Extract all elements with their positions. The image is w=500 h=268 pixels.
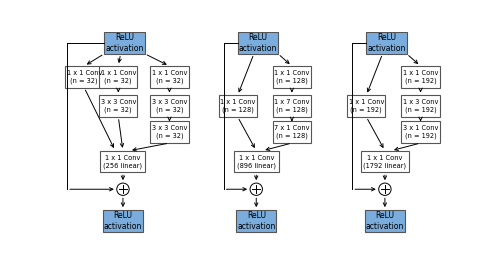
FancyBboxPatch shape bbox=[361, 151, 409, 172]
Text: 1 x 1 Conv
(n = 192): 1 x 1 Conv (n = 192) bbox=[403, 70, 438, 84]
FancyBboxPatch shape bbox=[402, 66, 440, 88]
FancyBboxPatch shape bbox=[150, 121, 188, 143]
FancyBboxPatch shape bbox=[100, 151, 146, 172]
FancyBboxPatch shape bbox=[104, 32, 144, 54]
Text: 3 x 1 Conv
(n = 192): 3 x 1 Conv (n = 192) bbox=[403, 125, 438, 139]
Text: ReLU
activation: ReLU activation bbox=[104, 211, 142, 231]
Text: 1 x 7 Conv
(n = 128): 1 x 7 Conv (n = 128) bbox=[274, 99, 310, 113]
Text: 1 x 1 Conv
(896 linear): 1 x 1 Conv (896 linear) bbox=[237, 155, 276, 169]
Text: ReLU
activation: ReLU activation bbox=[106, 33, 144, 53]
Text: ReLU
activation: ReLU activation bbox=[237, 211, 276, 231]
Text: 1 x 1 Conv
(1792 linear): 1 x 1 Conv (1792 linear) bbox=[364, 155, 406, 169]
Text: ReLU
activation: ReLU activation bbox=[238, 33, 277, 53]
Text: 7 x 1 Conv
(n = 128): 7 x 1 Conv (n = 128) bbox=[274, 125, 310, 139]
FancyBboxPatch shape bbox=[150, 66, 188, 88]
FancyBboxPatch shape bbox=[365, 210, 405, 232]
FancyBboxPatch shape bbox=[402, 121, 440, 143]
FancyBboxPatch shape bbox=[273, 66, 311, 88]
Text: 1 x 1 Conv
(n = 128): 1 x 1 Conv (n = 128) bbox=[274, 70, 310, 84]
FancyBboxPatch shape bbox=[236, 210, 277, 232]
FancyBboxPatch shape bbox=[402, 95, 440, 117]
FancyBboxPatch shape bbox=[99, 66, 138, 88]
Text: 3 x 3 Conv
(n = 32): 3 x 3 Conv (n = 32) bbox=[100, 99, 136, 113]
FancyBboxPatch shape bbox=[150, 95, 188, 117]
FancyBboxPatch shape bbox=[347, 95, 386, 117]
Text: 1 x 1 Conv
(256 linear): 1 x 1 Conv (256 linear) bbox=[104, 155, 142, 169]
Text: 1 x 1 Conv
(n = 32): 1 x 1 Conv (n = 32) bbox=[152, 70, 187, 84]
Text: 1 x 1 Conv
(n = 128): 1 x 1 Conv (n = 128) bbox=[220, 99, 256, 113]
FancyBboxPatch shape bbox=[103, 210, 143, 232]
FancyBboxPatch shape bbox=[273, 121, 311, 143]
FancyBboxPatch shape bbox=[65, 66, 104, 88]
FancyBboxPatch shape bbox=[234, 151, 278, 172]
FancyBboxPatch shape bbox=[273, 95, 311, 117]
Text: 1 x 1 Conv
(n = 32): 1 x 1 Conv (n = 32) bbox=[66, 70, 102, 84]
FancyBboxPatch shape bbox=[99, 95, 138, 117]
Text: 1 x 3 Conv
(n = 192): 1 x 3 Conv (n = 192) bbox=[403, 99, 438, 113]
FancyBboxPatch shape bbox=[218, 95, 257, 117]
FancyBboxPatch shape bbox=[238, 32, 278, 54]
Text: 1 x 1 Conv
(n = 192): 1 x 1 Conv (n = 192) bbox=[348, 99, 384, 113]
FancyBboxPatch shape bbox=[366, 32, 406, 54]
Text: 1 x 1 Conv
(n = 32): 1 x 1 Conv (n = 32) bbox=[100, 70, 136, 84]
Text: 3 x 3 Conv
(n = 32): 3 x 3 Conv (n = 32) bbox=[152, 99, 187, 113]
Text: ReLU
activation: ReLU activation bbox=[368, 33, 406, 53]
Text: 3 x 3 Conv
(n = 32): 3 x 3 Conv (n = 32) bbox=[152, 125, 187, 139]
Text: ReLU
activation: ReLU activation bbox=[366, 211, 404, 231]
